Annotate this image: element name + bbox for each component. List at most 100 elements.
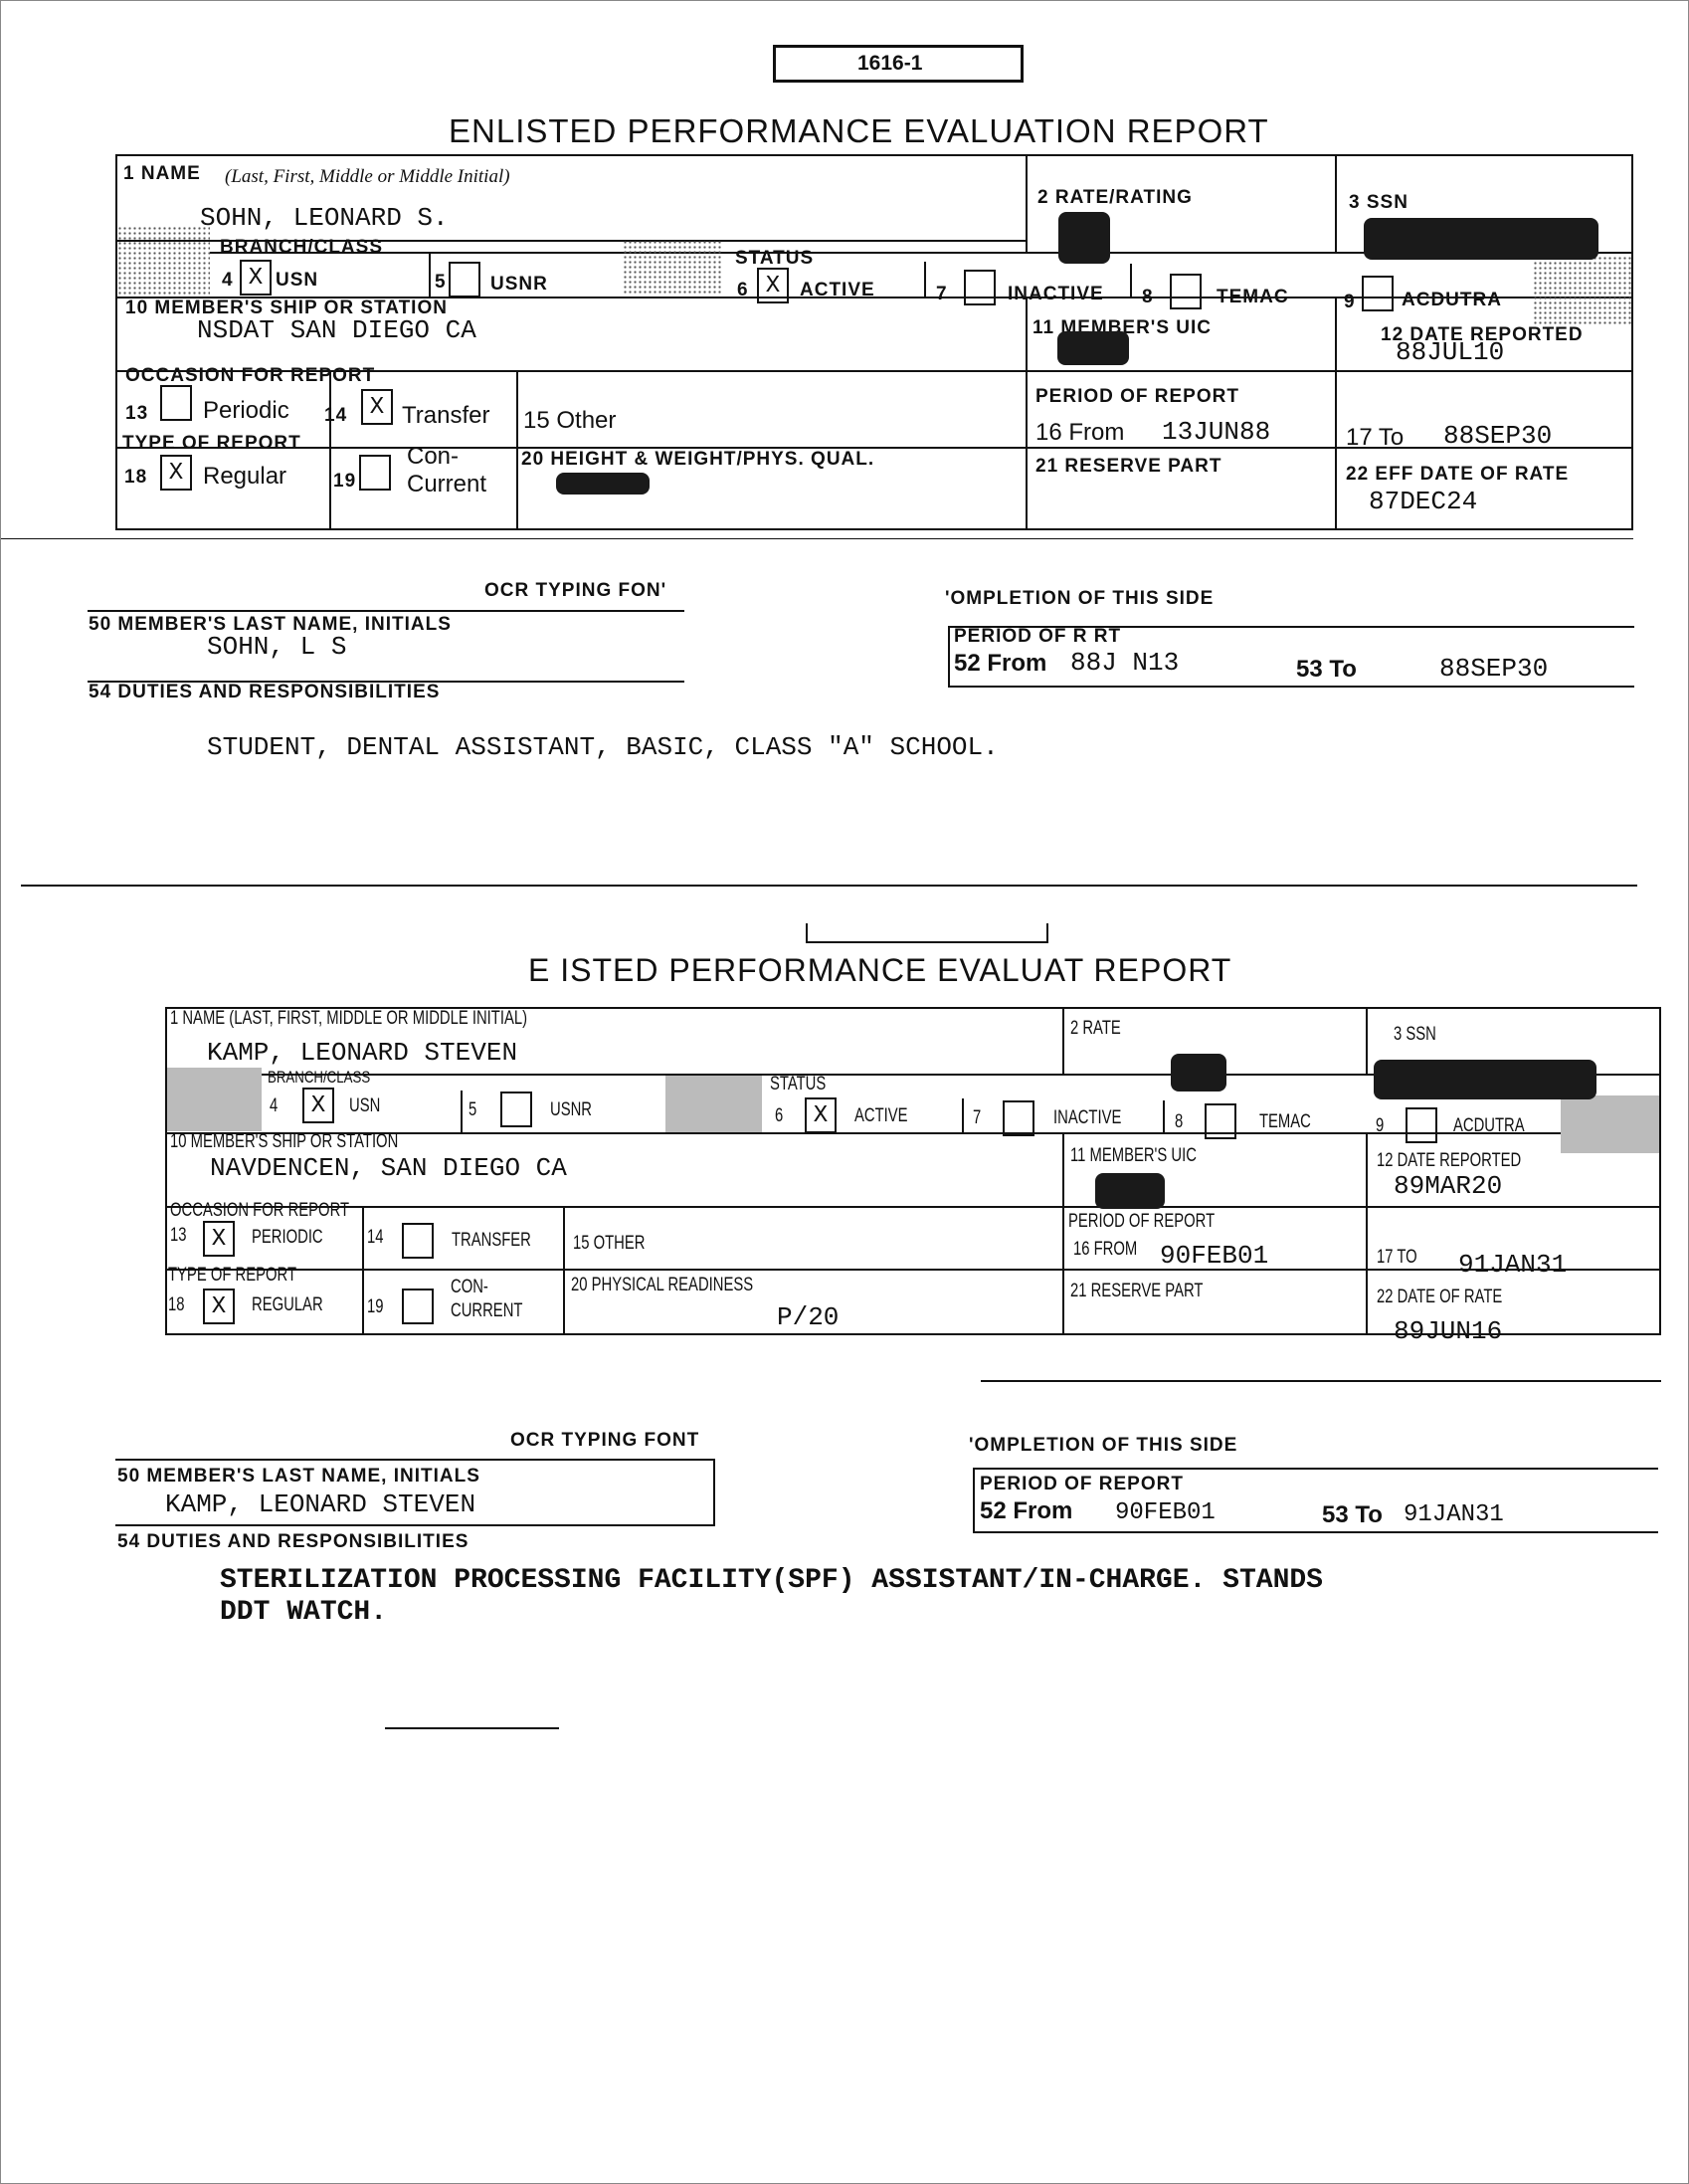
r2-acdutra-checkbox[interactable] <box>1406 1107 1437 1143</box>
form-number: 1616-1 <box>857 52 923 75</box>
r2-s7-num: 7 <box>973 1107 982 1128</box>
redaction-mark <box>556 473 650 495</box>
r2-active-checkbox[interactable]: X <box>805 1097 837 1133</box>
r2-b4-num: 4 <box>270 1095 279 1116</box>
b2-member-value: KAMP, LEONARD STEVEN <box>165 1489 476 1519</box>
r2-acdutra-label: ACDUTRA <box>1453 1115 1525 1136</box>
r2-regular-checkbox[interactable]: X <box>203 1289 235 1324</box>
r1-b5-num: 5 <box>435 272 447 293</box>
r1-regular-checkbox[interactable]: X <box>160 455 192 491</box>
r1-date-reported-label: 12 DATE REPORTED <box>1381 324 1584 345</box>
b2-duties-label: 54 DUTIES AND RESPONSIBILITIES <box>117 1531 469 1552</box>
r2-t18-num: 18 <box>168 1294 185 1315</box>
report2-form <box>165 1007 1661 1335</box>
r2-from-label: 16 FROM <box>1073 1239 1138 1260</box>
r2-transfer-label: TRANSFER <box>452 1230 531 1251</box>
r1-period-label: PERIOD OF REPORT <box>1035 386 1239 407</box>
b2-member-box <box>115 1459 715 1526</box>
r2-active-label: ACTIVE <box>854 1105 908 1126</box>
r1-usn-checkbox[interactable]: X <box>240 260 272 296</box>
r1-concurrent-checkbox[interactable] <box>359 455 391 491</box>
r1-ship-value: NSDAT SAN DIEGO CA <box>197 315 476 345</box>
r1-acdutra-checkbox[interactable] <box>1362 276 1394 311</box>
redaction-mark <box>1058 212 1110 264</box>
r2-uic-label: 11 MEMBER'S UIC <box>1070 1145 1197 1166</box>
b2-completion-label: 'OMPLETION OF THIS SIDE <box>969 1435 1238 1456</box>
r2-rate-label: 2 RATE <box>1070 1018 1121 1039</box>
r2-transfer-checkbox[interactable] <box>402 1223 434 1259</box>
r2-ssn-label: 3 SSN <box>1394 1024 1436 1045</box>
r1-active-checkbox[interactable]: X <box>757 268 789 303</box>
r2-to-label: 17 TO <box>1377 1247 1417 1268</box>
report1-form <box>115 154 1633 530</box>
r2-date-reported-label: 12 DATE REPORTED <box>1377 1150 1522 1171</box>
r1-height-weight-label: 20 HEIGHT & WEIGHT/PHYS. QUAL. <box>521 449 875 470</box>
r1-temac-checkbox[interactable] <box>1170 274 1202 309</box>
r1-t19-num: 19 <box>333 471 357 492</box>
r2-type-label: TYPE OF REPORT <box>168 1265 297 1286</box>
r2-date-of-rate-label: 22 DATE OF RATE <box>1377 1287 1503 1307</box>
r1-from-label: 16 From <box>1035 419 1125 446</box>
r2-occasion-label: OCCASION FOR REPORT <box>170 1200 350 1221</box>
r1-s8-num: 8 <box>1142 287 1154 307</box>
b2-duties-line-2: DDT WATCH. <box>220 1597 388 1628</box>
b1-member-label: 50 MEMBER'S LAST NAME, INITIALS <box>89 614 452 635</box>
form-number-box-2 <box>806 923 1048 943</box>
r2-from-value: 90FEB01 <box>1160 1241 1269 1271</box>
r2-physical-readiness-label: 20 PHYSICAL READINESS <box>571 1275 754 1295</box>
b2-period-label: PERIOD OF REPORT <box>980 1474 1184 1494</box>
r2-inactive-label: INACTIVE <box>1053 1107 1122 1128</box>
r2-ship-label: 10 MEMBER'S SHIP OR STATION <box>170 1131 399 1152</box>
form-number-box: 1616-1 <box>773 45 1024 83</box>
r1-usnr-checkbox[interactable] <box>449 262 480 298</box>
r1-regular-label: Regular <box>203 463 287 490</box>
b1-from-value: 88J N13 <box>1070 648 1180 678</box>
r1-status-label: STATUS <box>735 248 815 269</box>
r2-o13-num: 13 <box>170 1225 187 1246</box>
r1-type-label: TYPE OF REPORT <box>122 433 301 454</box>
r1-periodic-checkbox[interactable] <box>160 385 192 421</box>
b2-from-label: 52 From <box>980 1497 1073 1524</box>
r1-usn-label: USN <box>276 270 319 291</box>
r1-branch-label: BRANCH/CLASS <box>220 237 383 258</box>
r2-inactive-checkbox[interactable] <box>1003 1100 1034 1136</box>
r2-to-value: 91JAN31 <box>1458 1250 1568 1280</box>
redaction-mark <box>1171 1054 1226 1092</box>
r1-reserve-label: 21 RESERVE PART <box>1035 456 1222 477</box>
r2-periodic-checkbox[interactable]: X <box>203 1221 235 1257</box>
r1-from-value: 13JUN88 <box>1162 417 1271 447</box>
r1-s6-num: 6 <box>737 280 749 300</box>
b1-period-label: PERIOD OF R RT <box>954 626 1122 647</box>
r2-reserve-label: 21 RESERVE PART <box>1070 1281 1204 1301</box>
b1-period-box <box>948 626 1634 688</box>
r2-concurrent-checkbox[interactable] <box>402 1289 434 1324</box>
b1-ocr-label: OCR TYPING FON' <box>484 580 667 601</box>
r2-status-label: STATUS <box>770 1074 827 1094</box>
r1-o14-num: 14 <box>324 405 348 426</box>
r2-ship-value: NAVDENCEN, SAN DIEGO CA <box>210 1153 567 1183</box>
b1-duties-label: 54 DUTIES AND RESPONSIBILITIES <box>89 682 441 702</box>
r1-inactive-label: INACTIVE <box>1008 284 1104 304</box>
r1-other-label: 15 Other <box>523 407 617 434</box>
r1-eff-date-value: 87DEC24 <box>1369 487 1478 516</box>
r1-inactive-checkbox[interactable] <box>964 270 996 305</box>
r1-periodic-label: Periodic <box>203 397 289 424</box>
b1-to-label: 53 To <box>1296 656 1357 683</box>
r2-usnr-label: USNR <box>550 1099 592 1120</box>
r2-regular-label: REGULAR <box>252 1294 323 1315</box>
r2-concurrent-label-1: CON- <box>451 1277 488 1297</box>
r1-transfer-checkbox[interactable]: X <box>361 389 393 425</box>
r2-usn-checkbox[interactable]: X <box>302 1088 334 1123</box>
r2-s6-num: 6 <box>775 1105 784 1126</box>
report2-title: E ISTED PERFORMANCE EVALUAT REPORT <box>528 952 1232 988</box>
redaction-mark <box>1374 1060 1596 1099</box>
r1-temac-label: TEMAC <box>1217 287 1289 307</box>
r2-usnr-checkbox[interactable] <box>500 1092 532 1127</box>
r1-name-hint: (Last, First, Middle or Middle Initial) <box>225 166 510 187</box>
r2-period-label: PERIOD OF REPORT <box>1068 1211 1216 1232</box>
r1-acdutra-label: ACDUTRA <box>1402 290 1502 310</box>
r1-occasion-label: OCCASION FOR REPORT <box>125 365 376 386</box>
r2-temac-checkbox[interactable] <box>1205 1103 1236 1139</box>
r1-name-label: 1 NAME <box>123 163 201 184</box>
r2-o14-num: 14 <box>367 1227 384 1248</box>
